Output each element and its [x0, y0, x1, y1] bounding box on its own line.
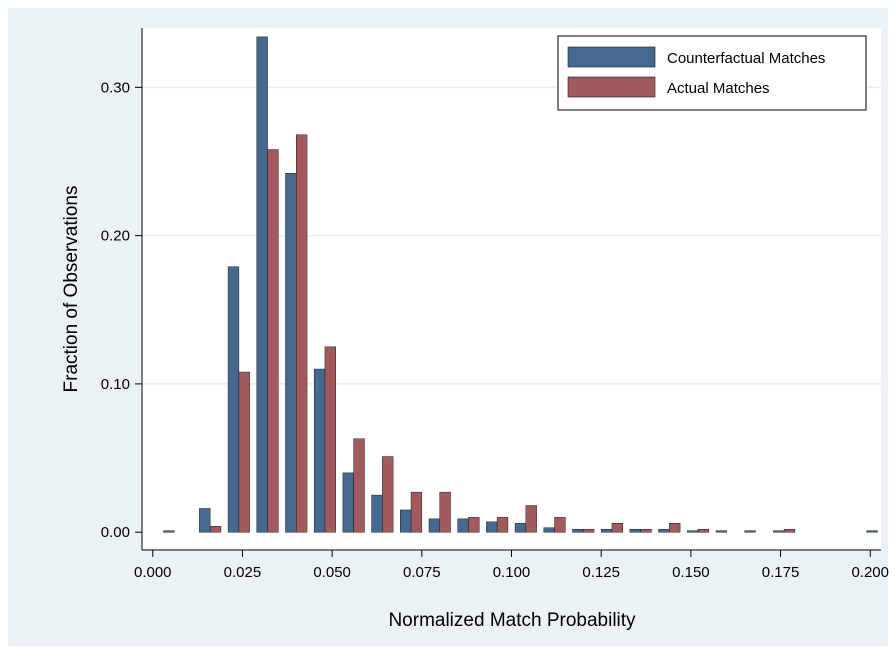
- bar-series1-2: [267, 149, 279, 533]
- bar-series0-21: [773, 530, 785, 533]
- bar-series0-10: [457, 518, 469, 533]
- bar-series1-13: [583, 528, 595, 533]
- bar-series1-7: [410, 491, 423, 533]
- x-tick-label-6: 0.150: [672, 564, 710, 581]
- bar-series0-1: [199, 508, 211, 533]
- bar-series1-16: [669, 523, 681, 533]
- bar-series0-2: [227, 266, 240, 533]
- bar-series0-9: [428, 518, 440, 533]
- y-tick-label-0: 0.00: [101, 524, 130, 541]
- x-tick-label-0: 0.000: [134, 564, 172, 581]
- bar-series0-18: [687, 530, 699, 533]
- legend-swatch-1: [567, 76, 656, 98]
- bar-series1-12: [554, 517, 566, 533]
- x-tick-label-3: 0.075: [403, 564, 441, 581]
- bar-series1-1: [238, 371, 250, 533]
- y-tick-label-2: 0.20: [101, 228, 130, 245]
- bar-series1-9: [468, 517, 480, 533]
- bar-series0-22: [866, 530, 878, 533]
- bar-series1-10: [496, 517, 509, 533]
- bar-series0-6: [342, 472, 354, 533]
- legend-label-0: Counterfactual Matches: [667, 50, 825, 67]
- bar-series0-12: [514, 523, 527, 533]
- legend-label-1: Actual Matches: [667, 80, 770, 97]
- x-tick-label-8: 0.200: [851, 564, 889, 581]
- legend-swatch-0: [567, 46, 656, 68]
- bars: [163, 36, 878, 533]
- bar-series1-11: [525, 505, 537, 533]
- bar-series0-5: [313, 368, 326, 533]
- bar-series0-16: [629, 528, 641, 533]
- bar-series1-15: [640, 528, 652, 533]
- x-axis-label: Normalized Match Probability: [388, 610, 636, 631]
- x-tick-label-5: 0.125: [582, 564, 620, 581]
- bar-series0-15: [600, 528, 613, 533]
- bar-series1-14: [611, 523, 623, 533]
- axes: 0.00 0.10 0.20 0.30 0.000 0.025 0.050 0.075 0.10…: [101, 28, 889, 581]
- bar-series1-17: [697, 528, 710, 533]
- bar-series0-14: [572, 528, 584, 533]
- bar-series0-20: [744, 530, 756, 533]
- bar-series0-11: [486, 521, 498, 533]
- bar-series1-4: [324, 346, 336, 533]
- x-tick-label-7: 0.175: [762, 564, 800, 581]
- bar-series1-3: [296, 134, 308, 533]
- x-tick-label-1: 0.025: [224, 564, 262, 581]
- bar-series1-6: [382, 456, 394, 533]
- bar-series0-19: [715, 530, 727, 533]
- bar-series0-7: [371, 494, 383, 533]
- bar-series0-17: [658, 528, 670, 533]
- x-tick-label-4: 0.100: [493, 564, 531, 581]
- bar-series0-8: [400, 509, 412, 533]
- y-axis-label: Fraction of Observations: [61, 186, 82, 393]
- bar-series0-13: [543, 527, 555, 533]
- legend: Counterfactual Matches Actual Matches: [557, 35, 867, 111]
- bar-series1-18: [783, 528, 796, 533]
- bar-series1-5: [353, 438, 365, 533]
- bar-series1-0: [209, 526, 222, 533]
- bar-series0-4: [285, 173, 297, 533]
- y-tick-label-1: 0.10: [101, 376, 130, 393]
- x-tick-label-2: 0.050: [313, 564, 351, 581]
- bar-series1-8: [439, 491, 451, 533]
- y-tick-label-3: 0.30: [101, 79, 130, 96]
- bar-series0-0: [163, 530, 175, 533]
- bar-series0-3: [256, 36, 268, 533]
